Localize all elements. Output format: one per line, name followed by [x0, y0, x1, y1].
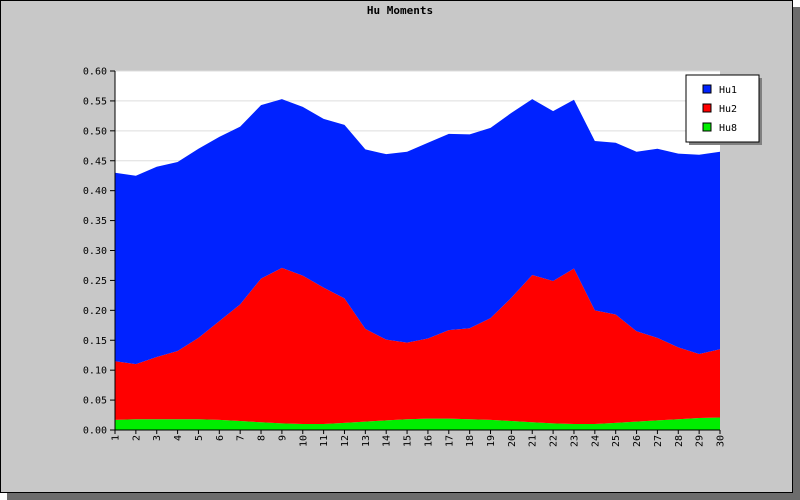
x-tick-label: 21: [528, 435, 539, 447]
x-tick-label: 10: [298, 435, 309, 447]
frame-shadow-bottom: [7, 493, 800, 500]
legend-box: [685, 74, 760, 143]
x-tick-label: 5: [194, 435, 205, 441]
x-tick-label: 3: [152, 435, 163, 441]
x-tick-label: 20: [507, 435, 518, 447]
y-tick-label: 0.40: [83, 186, 107, 197]
x-tick-label: 7: [236, 435, 247, 441]
x-tick-label: 30: [716, 435, 727, 447]
x-tick-label: 12: [340, 435, 351, 447]
x-tick-label: 15: [403, 435, 414, 447]
x-tick-label: 13: [361, 435, 372, 447]
y-tick-label: 0.25: [83, 276, 107, 287]
x-tick-label: 23: [569, 435, 580, 447]
y-tick-label: 0.30: [83, 246, 107, 257]
x-tick-label: 24: [590, 435, 601, 447]
x-tick-label: 26: [632, 435, 643, 447]
legend-swatch-hu8: [702, 122, 712, 132]
x-tick-label: 18: [465, 435, 476, 447]
legend-label-hu1: Hu1: [719, 85, 737, 96]
y-tick-label: 0.60: [83, 67, 107, 78]
x-tick-label: 29: [695, 435, 706, 447]
x-tick-label: 1: [111, 435, 122, 441]
y-tick-label: 0.50: [83, 126, 107, 137]
x-tick-label: 8: [257, 435, 268, 441]
y-tick-label: 0.15: [83, 336, 107, 347]
x-tick-label: 9: [277, 435, 288, 441]
series-area-hu1: [115, 99, 720, 365]
x-tick-label: 16: [423, 435, 434, 447]
y-tick-label: 0.00: [83, 426, 107, 437]
y-tick-label: 0.35: [83, 216, 107, 227]
series-area-hu8: [115, 417, 720, 430]
legend-label-hu8: Hu8: [719, 123, 737, 134]
x-tick-label: 27: [653, 435, 664, 447]
chart-title: Hu Moments: [366, 4, 434, 17]
x-tick-label: 6: [215, 435, 226, 441]
y-tick-label: 0.10: [83, 366, 107, 377]
x-tick-label: 19: [486, 435, 497, 447]
series-area-hu2: [115, 267, 720, 425]
y-tick-label: 0.20: [83, 306, 107, 317]
x-tick-label: 17: [444, 435, 455, 447]
x-tick-label: 14: [382, 435, 393, 447]
y-tick-label: 0.55: [83, 96, 107, 107]
frame-shadow-right: [793, 7, 800, 500]
x-tick-label: 2: [131, 435, 142, 441]
y-tick-label: 0.45: [83, 156, 107, 167]
x-tick-label: 22: [549, 435, 560, 447]
x-tick-label: 25: [611, 435, 622, 447]
y-tick-label: 0.05: [83, 396, 107, 407]
legend-swatch-hu2: [702, 103, 712, 113]
legend-label-hu2: Hu2: [719, 104, 737, 115]
x-tick-label: 28: [674, 435, 685, 447]
x-tick-label: 11: [319, 435, 330, 447]
legend-swatch-hu1: [702, 84, 712, 94]
x-tick-label: 4: [173, 435, 184, 441]
